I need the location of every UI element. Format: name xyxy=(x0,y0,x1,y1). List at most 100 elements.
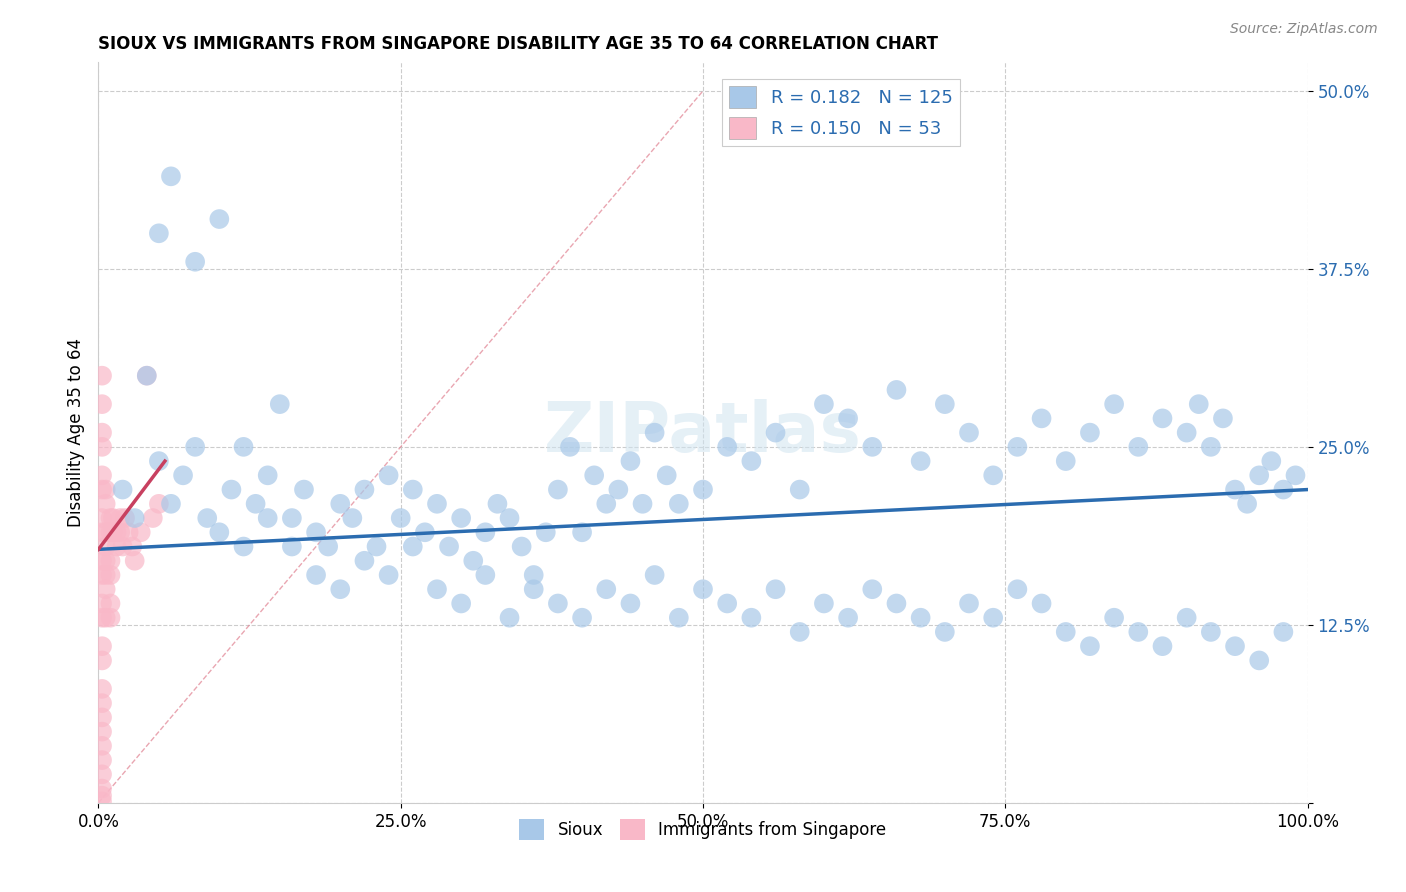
Point xyxy=(413,525,436,540)
Point xyxy=(547,597,569,611)
Point xyxy=(765,425,787,440)
Point xyxy=(148,497,170,511)
Point xyxy=(426,582,449,597)
Point xyxy=(377,468,399,483)
Point xyxy=(124,554,146,568)
Point xyxy=(118,525,141,540)
Point xyxy=(716,440,738,454)
Point xyxy=(644,425,666,440)
Point xyxy=(1152,639,1174,653)
Point xyxy=(91,397,114,411)
Point xyxy=(668,497,690,511)
Y-axis label: Disability Age 35 to 64: Disability Age 35 to 64 xyxy=(66,338,84,527)
Point xyxy=(534,525,557,540)
Point xyxy=(91,696,114,710)
Point xyxy=(100,511,122,525)
Point xyxy=(957,425,980,440)
Point xyxy=(668,610,690,624)
Point xyxy=(1102,610,1125,624)
Point xyxy=(1007,582,1029,597)
Point xyxy=(94,525,117,540)
Point xyxy=(595,497,617,511)
Point xyxy=(583,468,606,483)
Point xyxy=(571,525,593,540)
Point xyxy=(692,582,714,597)
Point xyxy=(148,227,170,241)
Point xyxy=(981,610,1004,624)
Point xyxy=(342,511,364,525)
Point xyxy=(91,710,114,724)
Point xyxy=(813,397,835,411)
Point xyxy=(523,568,546,582)
Point xyxy=(353,483,375,497)
Point xyxy=(160,169,183,184)
Point xyxy=(789,624,811,639)
Point xyxy=(111,540,134,554)
Point xyxy=(91,425,114,440)
Point xyxy=(100,597,122,611)
Point xyxy=(740,454,762,468)
Point xyxy=(245,497,267,511)
Point xyxy=(256,468,278,483)
Point xyxy=(208,212,231,227)
Point xyxy=(94,483,117,497)
Point xyxy=(837,411,859,425)
Point xyxy=(1272,624,1295,639)
Point xyxy=(101,511,124,525)
Point xyxy=(329,582,352,597)
Point xyxy=(292,483,315,497)
Point xyxy=(94,582,117,597)
Point xyxy=(208,525,231,540)
Point xyxy=(94,568,117,582)
Point xyxy=(1249,468,1271,483)
Point xyxy=(402,540,425,554)
Point xyxy=(91,781,114,796)
Point xyxy=(94,554,117,568)
Point xyxy=(94,610,117,624)
Point xyxy=(124,511,146,525)
Point xyxy=(437,540,460,554)
Text: SIOUX VS IMMIGRANTS FROM SINGAPORE DISABILITY AGE 35 TO 64 CORRELATION CHART: SIOUX VS IMMIGRANTS FROM SINGAPORE DISAB… xyxy=(98,35,938,53)
Point xyxy=(366,540,388,554)
Point xyxy=(426,497,449,511)
Point xyxy=(789,483,811,497)
Point xyxy=(91,653,114,667)
Point xyxy=(547,483,569,497)
Point xyxy=(91,794,114,808)
Point xyxy=(1272,483,1295,497)
Point xyxy=(305,568,328,582)
Point xyxy=(91,468,114,483)
Point xyxy=(91,440,114,454)
Point xyxy=(1212,411,1234,425)
Point xyxy=(558,440,581,454)
Point xyxy=(910,454,932,468)
Point xyxy=(184,440,207,454)
Point xyxy=(1236,497,1258,511)
Point xyxy=(91,610,114,624)
Point xyxy=(114,511,136,525)
Point xyxy=(121,540,143,554)
Point xyxy=(105,540,128,554)
Point xyxy=(1199,624,1222,639)
Point xyxy=(91,483,114,497)
Point xyxy=(91,681,114,696)
Point xyxy=(91,639,114,653)
Point xyxy=(595,582,617,597)
Point xyxy=(94,540,117,554)
Point xyxy=(91,554,114,568)
Point xyxy=(498,511,520,525)
Point xyxy=(148,454,170,468)
Point xyxy=(1102,397,1125,411)
Point xyxy=(571,610,593,624)
Point xyxy=(1284,468,1306,483)
Point xyxy=(934,624,956,639)
Point xyxy=(91,568,114,582)
Point xyxy=(91,767,114,781)
Text: ZIPatlas: ZIPatlas xyxy=(544,399,862,467)
Point xyxy=(644,568,666,582)
Point xyxy=(316,540,339,554)
Point xyxy=(886,597,908,611)
Point xyxy=(957,597,980,611)
Legend: Sioux, Immigrants from Singapore: Sioux, Immigrants from Singapore xyxy=(513,813,893,847)
Point xyxy=(329,497,352,511)
